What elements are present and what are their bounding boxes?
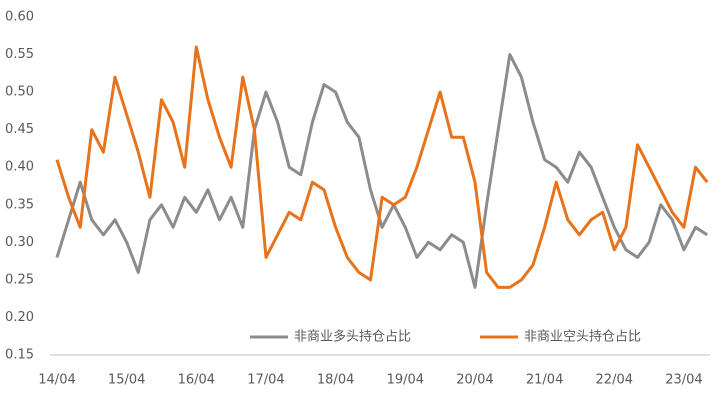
x-tick-label: 16/04 [178, 373, 215, 388]
y-tick-label: 0.25 [5, 272, 34, 287]
y-tick-label: 0.50 [5, 85, 34, 100]
y-tick-label: 0.55 [5, 47, 34, 62]
y-tick-label: 0.15 [5, 348, 34, 363]
y-tick-label: 0.60 [5, 10, 34, 25]
series-line [55, 45, 709, 289]
y-tick-label: 0.35 [5, 197, 34, 212]
x-tick-label: 15/04 [108, 373, 145, 388]
x-tick-label: 23/04 [665, 373, 702, 388]
x-tick-label: 17/04 [247, 373, 284, 388]
x-tick-label: 20/04 [456, 373, 493, 388]
legend-label: 非商业多头持仓占比 [294, 329, 411, 345]
y-tick-label: 0.45 [5, 122, 34, 137]
x-tick-label: 14/04 [38, 373, 75, 388]
y-tick-label: 0.30 [5, 235, 34, 250]
x-tick-label: 22/04 [596, 373, 633, 388]
y-tick-label: 0.40 [5, 160, 34, 175]
y-tick-label: 0.20 [5, 310, 34, 325]
x-tick-label: 21/04 [526, 373, 563, 388]
x-tick-label: 18/04 [317, 373, 354, 388]
legend-label: 非商业空头持仓占比 [524, 330, 641, 345]
x-tick-label: 19/04 [387, 373, 424, 388]
series-line [55, 53, 709, 289]
